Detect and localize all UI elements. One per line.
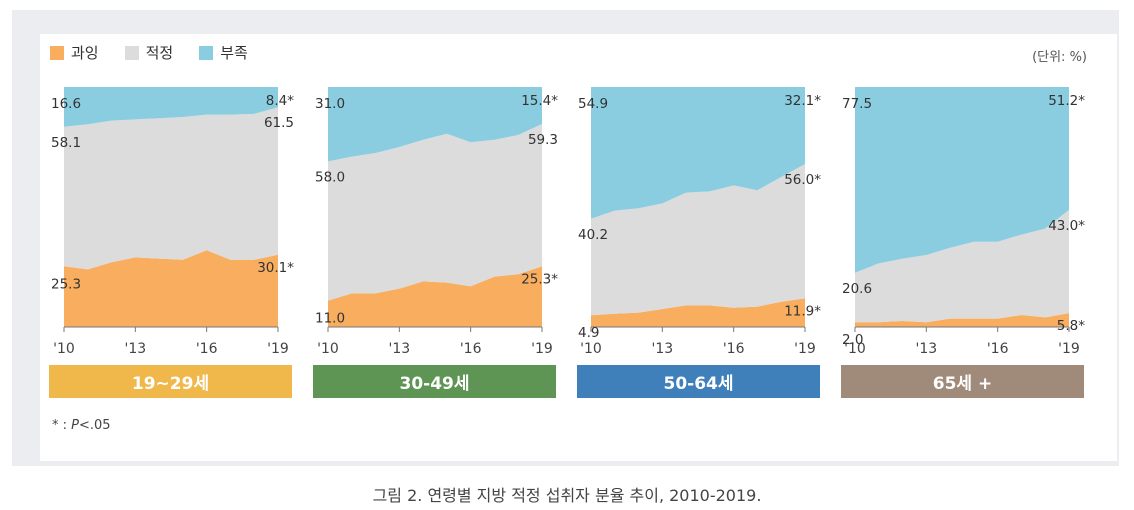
x-tick-label: '13: [651, 341, 673, 357]
x-tick-label: '16: [460, 341, 482, 357]
area-adequate-panel-3: [591, 164, 805, 316]
data-label-excess-2010: 2.0: [842, 332, 863, 348]
area-excess-panel-2: [328, 266, 542, 327]
footnote-p: P: [71, 418, 79, 433]
area-excess-panel-1: [64, 250, 278, 327]
data-label-adequate-2010: 58.0: [315, 169, 345, 185]
x-tick-label: '19: [531, 341, 553, 357]
x-tick-label: '13: [915, 341, 937, 357]
data-label-adequate-2010: 20.6: [842, 281, 872, 297]
data-label-deficient-2019: 32.1*: [784, 93, 821, 109]
x-tick-label: '16: [196, 341, 218, 357]
x-tick-label: '10: [317, 341, 339, 357]
data-label-adequate-2019: 61.5: [264, 115, 294, 131]
data-label-excess-2019: 11.9*: [784, 303, 821, 319]
legend: 과잉 적정 부족: [50, 42, 248, 63]
area-adequate-panel-2: [328, 124, 542, 301]
data-label-excess-2010: 25.3: [51, 276, 81, 292]
data-label-deficient-2010: 16.6: [51, 96, 81, 112]
data-label-excess-2010: 11.0: [315, 311, 345, 327]
legend-item-excess: 과잉: [50, 42, 99, 63]
data-label-deficient-2010: 31.0: [315, 96, 345, 112]
figure-caption: 그림 2. 연령별 지방 적정 섭취자 분율 추이, 2010-2019.: [372, 486, 762, 505]
data-label-deficient-2010: 77.5: [842, 96, 872, 112]
area-excess-panel-3: [591, 298, 805, 327]
data-label-excess-2019: 25.3*: [521, 271, 558, 287]
legend-swatch-excess: [50, 45, 64, 60]
age-group-bar-65-plus: 65세 +: [841, 365, 1084, 398]
data-label-adequate-2010: 40.2: [578, 227, 608, 243]
area-adequate-panel-1: [64, 107, 278, 270]
data-label-excess-2010: 4.9: [578, 325, 599, 341]
x-tick-label: '10: [580, 341, 602, 357]
data-label-deficient-2010: 54.9: [578, 96, 608, 112]
data-label-deficient-2019: 8.4*: [266, 93, 294, 109]
data-label-deficient-2019: 15.4*: [521, 93, 558, 109]
area-deficient-panel-2: [328, 87, 542, 162]
x-tick-label: '16: [723, 341, 745, 357]
data-label-excess-2019: 30.1*: [257, 260, 294, 276]
data-label-adequate-2019: 59.3: [528, 132, 558, 148]
legend-swatch-deficient: [199, 45, 214, 60]
x-tick-label: '10: [53, 341, 75, 357]
age-group-bar-30-49: 30-49세: [313, 365, 556, 398]
area-adequate-panel-4: [855, 209, 1069, 323]
data-label-adequate-2019: 43.0*: [1048, 218, 1085, 234]
footnote: * : P<.05: [52, 418, 111, 433]
legend-label-excess: 과잉: [71, 44, 99, 62]
data-label-deficient-2019: 51.2*: [1048, 93, 1085, 109]
legend-label-adequate: 적정: [145, 44, 174, 62]
age-group-bar-19-29: 19~29세: [49, 365, 292, 398]
x-tick-label: '10: [844, 341, 866, 357]
area-deficient-panel-3: [591, 87, 805, 219]
area-deficient-panel-1: [64, 87, 278, 127]
x-tick-label: '13: [388, 341, 410, 357]
x-tick-label: '13: [124, 341, 146, 357]
legend-label-deficient: 부족: [220, 44, 248, 62]
legend-item-adequate: 적정: [124, 42, 174, 63]
age-group-bar-50-64: 50-64세: [577, 365, 820, 398]
data-label-adequate-2019: 56.0*: [784, 172, 821, 188]
x-tick-label: '19: [1058, 341, 1080, 357]
legend-swatch-adequate: [124, 45, 139, 60]
area-excess-panel-4: [855, 313, 1069, 327]
footnote-rest: <.05: [79, 418, 111, 433]
unit-label: (단위: %): [1032, 50, 1087, 65]
footnote-star: * :: [52, 418, 72, 433]
x-tick-label: '19: [794, 341, 816, 357]
data-label-excess-2019: 5.8*: [1057, 318, 1085, 334]
legend-item-deficient: 부족: [199, 42, 248, 63]
data-label-adequate-2010: 58.1: [51, 135, 81, 151]
x-tick-label: '19: [267, 341, 289, 357]
area-deficient-panel-4: [855, 87, 1069, 273]
x-tick-label: '16: [987, 341, 1009, 357]
